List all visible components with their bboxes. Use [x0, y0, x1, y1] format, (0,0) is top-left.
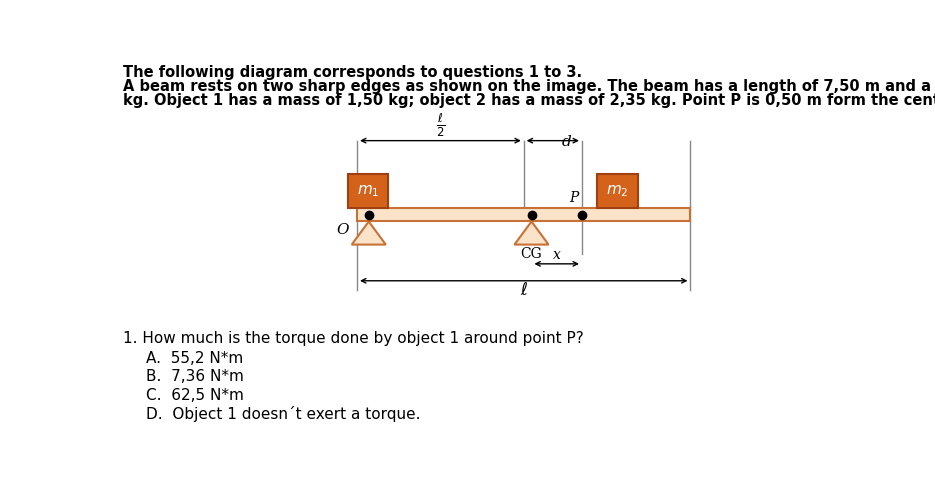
Text: 1. How much is the torque done by object 1 around point P?: 1. How much is the torque done by object… [123, 331, 583, 346]
Text: A beam rests on two sharp edges as shown on the image. The beam has a length of : A beam rests on two sharp edges as shown… [123, 79, 935, 94]
Text: The following diagram corresponds to questions 1 to 3.: The following diagram corresponds to que… [123, 65, 583, 80]
Text: $m_2$: $m_2$ [606, 183, 629, 198]
Text: $\ell$: $\ell$ [520, 282, 527, 299]
Text: O: O [336, 223, 349, 237]
Text: A.  55,2 N*m: A. 55,2 N*m [146, 351, 244, 366]
Bar [348, 174, 388, 207]
Text: P: P [569, 191, 579, 205]
Bar [597, 174, 638, 207]
Text: x: x [553, 248, 561, 262]
Text: $\frac{\ell}{2}$: $\frac{\ell}{2}$ [436, 112, 445, 139]
Text: B.  7,36 N*m: B. 7,36 N*m [146, 369, 244, 384]
Text: C.  62,5 N*m: C. 62,5 N*m [146, 388, 244, 403]
Text: D.  Object 1 doesn´t exert a torque.: D. Object 1 doesn´t exert a torque. [146, 406, 421, 422]
Text: d: d [562, 135, 572, 149]
Polygon shape [514, 221, 549, 245]
Text: kg. Object 1 has a mass of 1,50 kg; object 2 has a mass of 2,35 kg. Point P is 0: kg. Object 1 has a mass of 1,50 kg; obje… [123, 93, 935, 108]
Text: $m_1$: $m_1$ [356, 183, 380, 198]
Bar [357, 207, 690, 221]
Polygon shape [352, 221, 386, 245]
Text: CG: CG [521, 247, 542, 261]
